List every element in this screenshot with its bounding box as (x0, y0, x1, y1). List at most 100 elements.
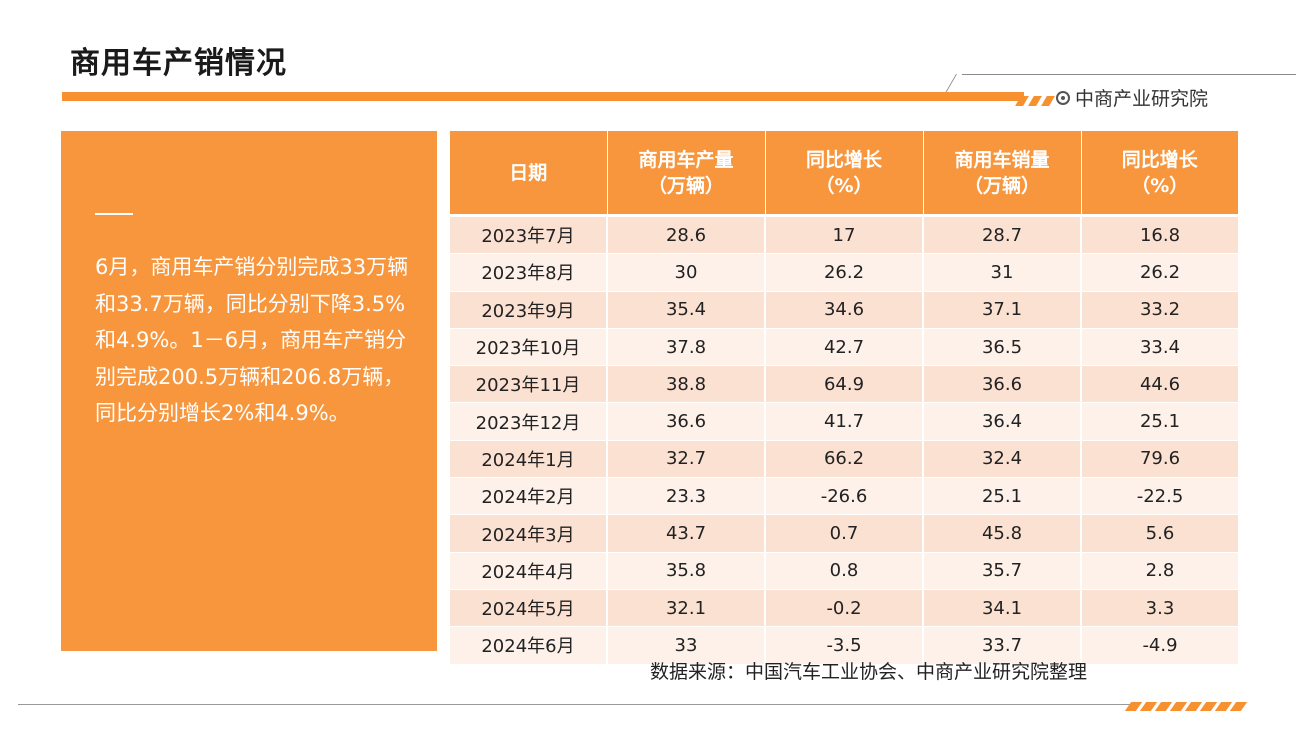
title-underline-bar (62, 92, 1024, 101)
value-cell: 36.6 (923, 365, 1082, 403)
column-header-line: （%） (815, 174, 873, 197)
summary-text: 6月，商用车产销分别完成33万辆和33.7万辆，同比分别下降3.5%和4.9%。… (95, 255, 409, 425)
value-cell: 28.6 (607, 213, 766, 254)
data-source-note: 数据来源：中国汽车工业协会、中商产业研究院整理 (650, 661, 1088, 683)
header-divider-slant (944, 74, 957, 94)
value-cell: 33 (607, 626, 766, 664)
table-header-row: 日期 商用车产量 （万辆） 同比增长 （%） 商用车销量 （万辆） 同比增长 （%） (450, 131, 1238, 216)
value-cell: 34.1 (923, 588, 1082, 627)
value-cell: 23.3 (607, 477, 766, 515)
value-cell: 0.8 (765, 551, 924, 590)
table-row: 2024年5月 32.1 -0.2 34.1 3.3 (450, 588, 1238, 627)
value-cell: -3.5 (765, 626, 924, 664)
value-cell: 37.8 (607, 327, 766, 366)
value-cell: 66.2 (765, 439, 924, 478)
value-cell: 16.8 (1081, 213, 1238, 254)
value-cell: -4.9 (1081, 626, 1238, 664)
value-cell: 17 (765, 213, 924, 254)
value-cell: -26.6 (765, 477, 924, 515)
value-cell: 36.4 (923, 402, 1082, 441)
footer-divider (18, 704, 1136, 705)
date-cell: 2023年11月 (450, 365, 608, 403)
column-header: 同比增长 （%） (1081, 131, 1238, 216)
footer-stripes (1124, 696, 1248, 711)
value-cell: 31 (923, 253, 1082, 292)
column-header: 商用车产量 （万辆） (607, 131, 766, 216)
date-cell: 2023年9月 (450, 290, 608, 329)
value-cell: 33.2 (1081, 290, 1238, 329)
table-row: 2024年3月 43.7 0.7 45.8 5.6 (450, 514, 1238, 553)
value-cell: 34.6 (765, 290, 924, 329)
value-cell: 33.7 (923, 626, 1082, 664)
date-cell: 2024年4月 (450, 551, 608, 590)
value-cell: 32.4 (923, 439, 1082, 478)
value-cell: 45.8 (923, 514, 1082, 553)
value-cell: 36.5 (923, 327, 1082, 366)
value-cell: 30 (607, 253, 766, 292)
table-row: 2023年9月 35.4 34.6 37.1 33.2 (450, 290, 1238, 329)
column-header: 商用车销量 （万辆） (923, 131, 1082, 216)
value-cell: 36.6 (607, 402, 766, 441)
value-cell: 64.9 (765, 365, 924, 403)
date-cell: 2024年6月 (450, 626, 608, 664)
date-cell: 2023年8月 (450, 253, 608, 292)
brand-circle-icon (1056, 90, 1070, 105)
value-cell: 35.7 (923, 551, 1082, 590)
table-row: 2023年11月 38.8 64.9 36.6 44.6 (450, 365, 1238, 403)
column-header-line: （万辆） (963, 174, 1040, 197)
value-cell: 35.4 (607, 290, 766, 329)
header-divider (962, 74, 1296, 75)
production-sales-table: 日期 商用车产量 （万辆） 同比增长 （%） 商用车销量 （万辆） 同比增长 （%） 2023年… (450, 131, 1238, 664)
column-header: 同比增长 （%） (765, 131, 924, 216)
table-row: 2023年7月 28.6 17 28.7 16.8 (450, 213, 1238, 254)
date-cell: 2023年7月 (450, 213, 608, 254)
value-cell: -22.5 (1081, 477, 1238, 515)
value-cell: 38.8 (607, 365, 766, 403)
table-row: 2023年8月 30 26.2 31 26.2 (450, 253, 1238, 292)
table-body: 2023年7月 28.6 17 28.7 16.8 2023年8月 30 26.2 31 26.2… (450, 213, 1238, 664)
column-header-line: 商用车产量 (638, 148, 734, 171)
summary-dash (95, 213, 133, 215)
table-row: 2024年6月 33 -3.5 33.7 -4.9 (450, 626, 1238, 664)
date-cell: 2024年1月 (450, 439, 608, 478)
value-cell: 28.7 (923, 213, 1082, 254)
value-cell: 5.6 (1081, 514, 1238, 553)
brand-name: 中商产业研究院 (1075, 88, 1209, 110)
table-row: 2024年2月 23.3 -26.6 25.1 -22.5 (450, 477, 1238, 515)
value-cell: 41.7 (765, 402, 924, 441)
value-cell: 3.3 (1081, 588, 1238, 627)
value-cell: 43.7 (607, 514, 766, 553)
date-cell: 2024年3月 (450, 514, 608, 553)
table-row: 2024年4月 35.8 0.8 35.7 2.8 (450, 551, 1238, 590)
value-cell: 33.4 (1081, 327, 1238, 366)
brand-logo: 中商产业研究院 (1056, 84, 1208, 111)
table-row: 2024年1月 32.7 66.2 32.4 79.6 (450, 439, 1238, 478)
table-row: 2023年12月 36.6 41.7 36.4 25.1 (450, 402, 1238, 441)
column-header: 日期 (450, 131, 608, 216)
value-cell: 25.1 (1081, 402, 1238, 441)
value-cell: 26.2 (765, 253, 924, 292)
value-cell: 35.8 (607, 551, 766, 590)
value-cell: 32.7 (607, 439, 766, 478)
page-title: 商用车产销情况 (70, 46, 287, 81)
value-cell: 79.6 (1081, 439, 1238, 478)
column-header-line: 日期 (509, 161, 548, 184)
column-header-line: （万辆） (647, 174, 724, 197)
value-cell: 32.1 (607, 588, 766, 627)
date-cell: 2023年10月 (450, 327, 608, 366)
value-cell: 25.1 (923, 477, 1082, 515)
date-cell: 2024年5月 (450, 588, 608, 627)
column-header-line: 商用车销量 (954, 148, 1050, 171)
value-cell: 0.7 (765, 514, 924, 553)
value-cell: -0.2 (765, 588, 924, 627)
column-header-line: （%） (1131, 174, 1189, 197)
value-cell: 26.2 (1081, 253, 1238, 292)
table-row: 2023年10月 37.8 42.7 36.5 33.4 (450, 327, 1238, 366)
value-cell: 42.7 (765, 327, 924, 366)
column-header-line: 同比增长 (805, 148, 882, 171)
summary-panel: 6月，商用车产销分别完成33万辆和33.7万辆，同比分别下降3.5%和4.9%。… (61, 131, 437, 651)
date-cell: 2024年2月 (450, 477, 608, 515)
value-cell: 2.8 (1081, 551, 1238, 590)
value-cell: 44.6 (1081, 365, 1238, 403)
date-cell: 2023年12月 (450, 402, 608, 441)
